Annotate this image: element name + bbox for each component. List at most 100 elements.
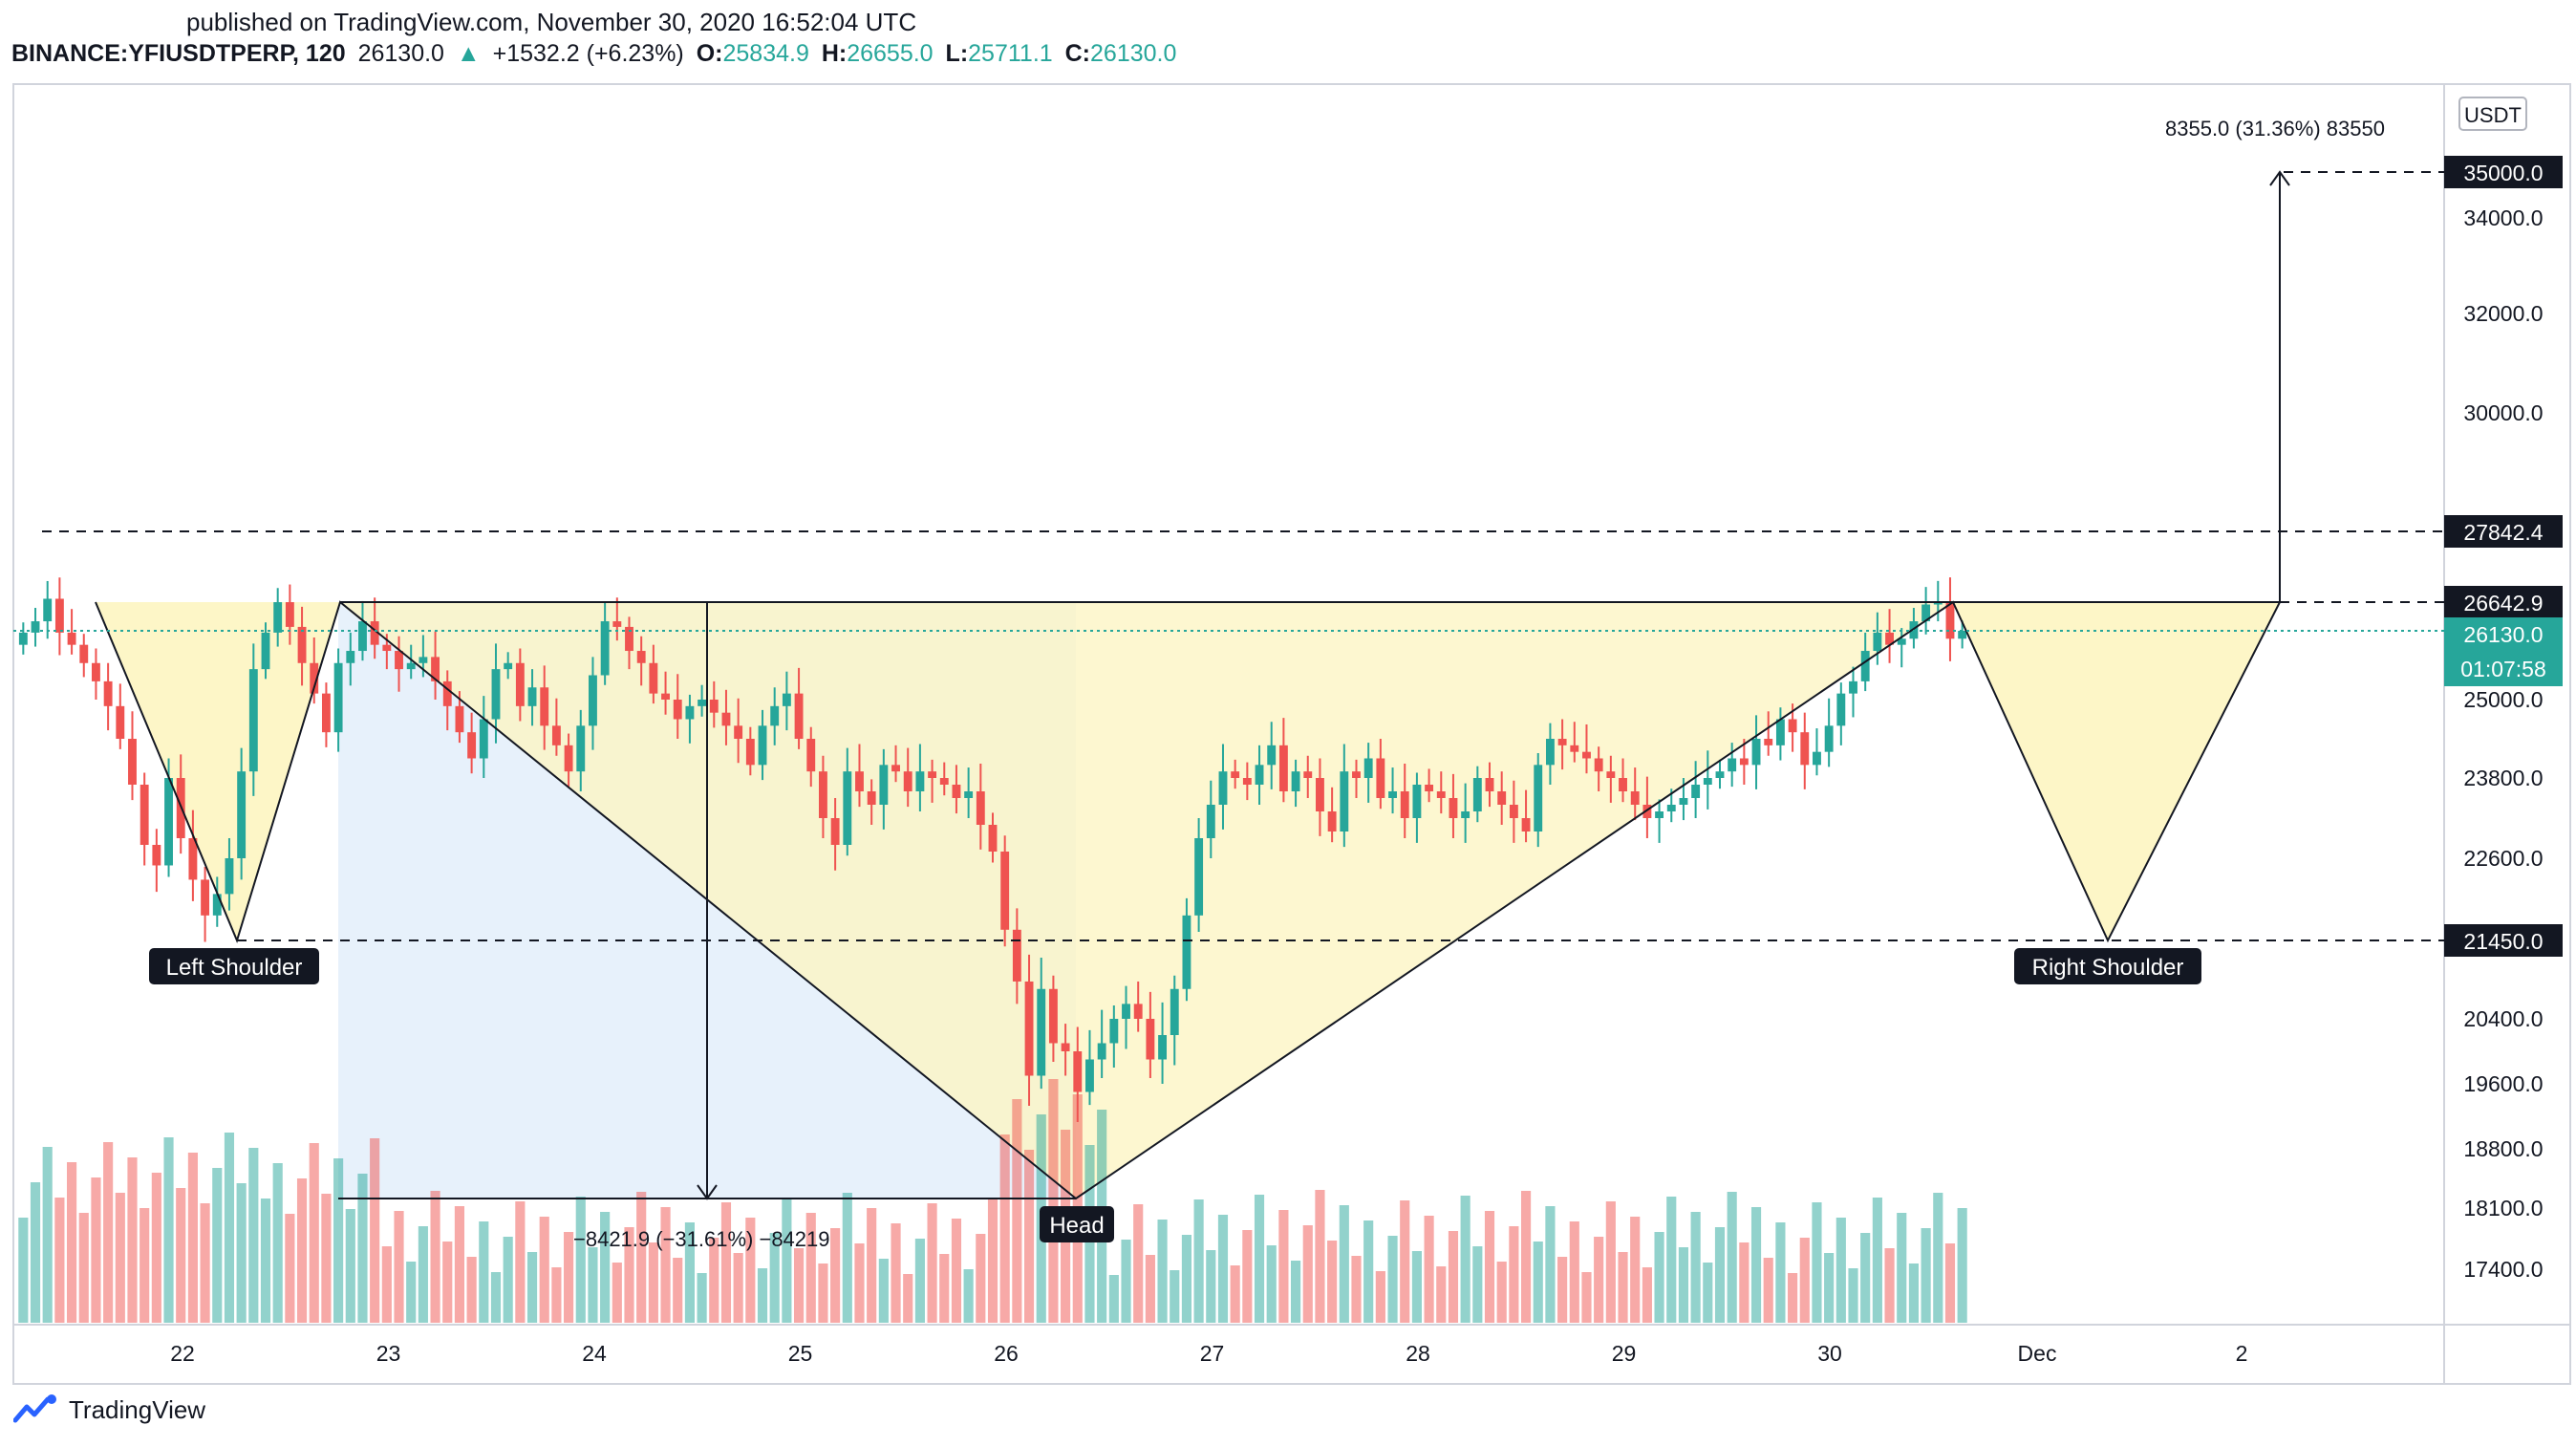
candle-body	[140, 785, 149, 845]
candle-body	[1775, 719, 1785, 745]
volume-bar	[684, 1222, 695, 1323]
time-tick-label: 29	[1612, 1341, 1637, 1366]
volume-bar	[1339, 1205, 1349, 1323]
candle-body	[1340, 771, 1349, 831]
volume-bar	[1242, 1230, 1253, 1323]
symbol-name[interactable]: BINANCE:YFIUSDTPERP, 120	[11, 40, 346, 67]
volume-bar	[575, 1197, 586, 1323]
candle-body	[830, 818, 840, 845]
volume-bar	[1484, 1211, 1495, 1323]
price-axis[interactable]: 34000.0 32000.0 30000.0 25000.0 23800.0 22600…	[2463, 205, 2543, 1282]
volume-bar	[1957, 1208, 1967, 1323]
volume-bar	[793, 1248, 805, 1323]
candle-body	[1630, 791, 1640, 805]
candle-body	[649, 662, 658, 694]
candle-body	[734, 725, 743, 739]
time-tick-label: 22	[170, 1341, 195, 1366]
candle-body	[1619, 778, 1627, 791]
candle-body	[1303, 771, 1313, 778]
candle-body	[1461, 811, 1470, 818]
volume-bar	[673, 1258, 683, 1323]
volume-bar	[454, 1206, 465, 1323]
candle-body	[636, 651, 646, 663]
price-tick-label: 18100.0	[2463, 1196, 2543, 1220]
volume-bar	[1727, 1192, 1737, 1323]
right-shoulder-tag: Right Shoulder	[2014, 948, 2201, 984]
candle-body	[261, 632, 270, 670]
candle-body	[1194, 838, 1204, 916]
candle-body	[1800, 732, 1810, 766]
volume-bar	[1327, 1241, 1338, 1323]
candle-body	[915, 771, 925, 791]
candle-body	[333, 662, 343, 733]
candle-body	[103, 680, 113, 706]
volume-bar	[1594, 1237, 1604, 1323]
candle-body	[491, 669, 501, 720]
candle-body	[855, 771, 864, 791]
level-26642-badge: 26642.9	[2444, 586, 2563, 618]
candle-body	[843, 771, 852, 845]
volume-bar	[733, 1253, 743, 1323]
volume-bar	[1266, 1245, 1277, 1323]
volume-bar	[176, 1188, 186, 1323]
candle-body	[1655, 811, 1664, 818]
volume-bar	[624, 1227, 634, 1323]
candle-body	[67, 632, 76, 645]
volume-bar	[285, 1214, 295, 1323]
candle-body	[1182, 915, 1191, 989]
time-tick-label: 25	[788, 1341, 813, 1366]
low-label: L:	[945, 40, 969, 67]
candle-body	[1606, 771, 1616, 778]
volume-bar	[1630, 1217, 1641, 1323]
time-tick-label: 26	[994, 1341, 1019, 1366]
candle-body	[1412, 785, 1422, 818]
volume-bar	[1133, 1204, 1144, 1323]
candle-body	[988, 825, 998, 852]
candle-body	[928, 771, 937, 778]
candle-body	[310, 662, 319, 694]
volume-bar	[1315, 1190, 1325, 1323]
last-price: 26130.0	[357, 40, 444, 67]
volume-bar	[370, 1138, 380, 1323]
candle-body	[1291, 771, 1300, 791]
volume-bar	[1230, 1265, 1240, 1323]
candle-body	[1691, 785, 1701, 798]
candle-body	[18, 632, 28, 645]
level-35000-badge: 35000.0	[2444, 156, 2563, 188]
volume-bar	[588, 1247, 598, 1323]
candle-body	[1231, 771, 1240, 778]
volume-bar	[1569, 1221, 1579, 1323]
volume-bar	[418, 1226, 428, 1323]
candle-body	[1860, 651, 1870, 681]
volume-bar	[1472, 1246, 1483, 1323]
candle-body	[1146, 1019, 1155, 1060]
candle-body	[661, 693, 670, 700]
candle-body	[504, 662, 513, 670]
volume-bar	[999, 1134, 1010, 1323]
volume-bar	[1023, 1150, 1035, 1323]
tradingview-logo-icon[interactable]	[13, 1393, 59, 1426]
candle-body	[1885, 632, 1894, 645]
currency-badge[interactable]: USDT	[2458, 97, 2527, 131]
volume-bar	[636, 1192, 647, 1323]
footer-brand[interactable]: TradingView	[69, 1394, 206, 1424]
open-value: 25834.9	[722, 40, 809, 67]
time-axis[interactable]: 22 23 24 25 26 27 28 29 30 Dec 2	[170, 1341, 2247, 1366]
candle-body	[358, 621, 367, 652]
candle-body	[891, 765, 900, 772]
candle-body	[879, 765, 889, 805]
price-tick-label: 19600.0	[2463, 1071, 2543, 1096]
candle-body	[903, 771, 912, 791]
volume-bar	[1618, 1252, 1628, 1323]
volume-bar	[951, 1219, 962, 1323]
volume-bar	[1703, 1263, 1713, 1323]
candle-body	[1813, 751, 1821, 766]
volume-bar	[1642, 1267, 1652, 1323]
candle-body	[346, 651, 355, 663]
candle-body	[1012, 929, 1021, 982]
candle-body	[1594, 758, 1603, 772]
candle-body	[164, 778, 173, 866]
volume-bar	[1533, 1242, 1543, 1323]
candle-body	[721, 712, 731, 726]
